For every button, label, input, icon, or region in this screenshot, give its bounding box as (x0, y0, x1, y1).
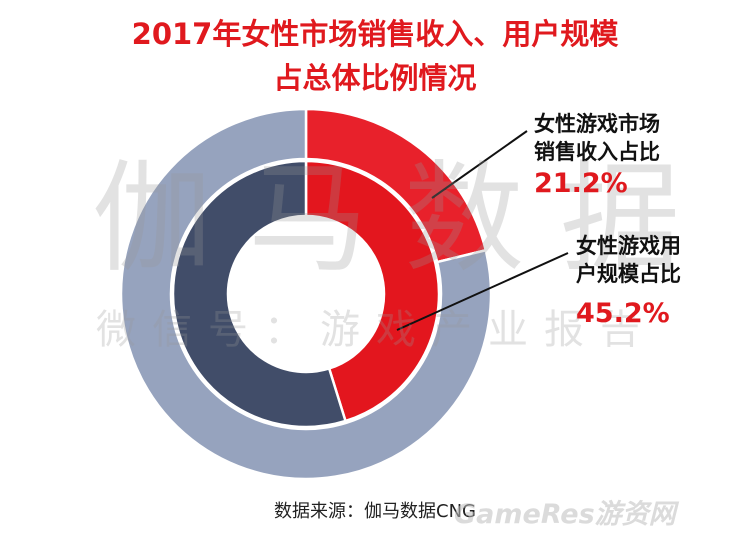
outer-ring-remainder-slice (119, 107, 493, 481)
outer-ring-annotation: 女性游戏市场 销售收入占比 21.2% (534, 110, 660, 202)
outer-ring-label-line-2: 销售收入占比 (534, 140, 660, 164)
inner-ring-highlight-slice (304, 159, 441, 423)
inner-ring-annotation: 女性游戏用 户规模占比 45.2% (576, 232, 681, 332)
donut-marks (119, 107, 493, 481)
chart-title-line-2: 占总体比例情况 (273, 61, 477, 95)
inner-ring-remainder-slice (171, 159, 348, 429)
outer-ring-label-line-1: 女性游戏市场 (534, 112, 660, 136)
chart-title: 2017年女性市场销售收入、用户规模 占总体比例情况 (0, 12, 750, 100)
inner-ring-label-line-2: 户规模占比 (576, 262, 681, 286)
leader-line-inner (396, 252, 569, 331)
leader-line-outer (431, 130, 528, 199)
inner-ring-percent: 45.2% (576, 298, 670, 329)
inner-ring-label-line-1: 女性游戏用 (576, 234, 681, 258)
source-note: 数据来源：伽马数据CNG (274, 501, 476, 522)
outer-ring-percent: 21.2% (534, 168, 628, 199)
chart-title-line-1: 2017年女性市场销售收入、用户规模 (131, 17, 619, 51)
gameres-logo: GameRes游资网 (454, 499, 676, 530)
